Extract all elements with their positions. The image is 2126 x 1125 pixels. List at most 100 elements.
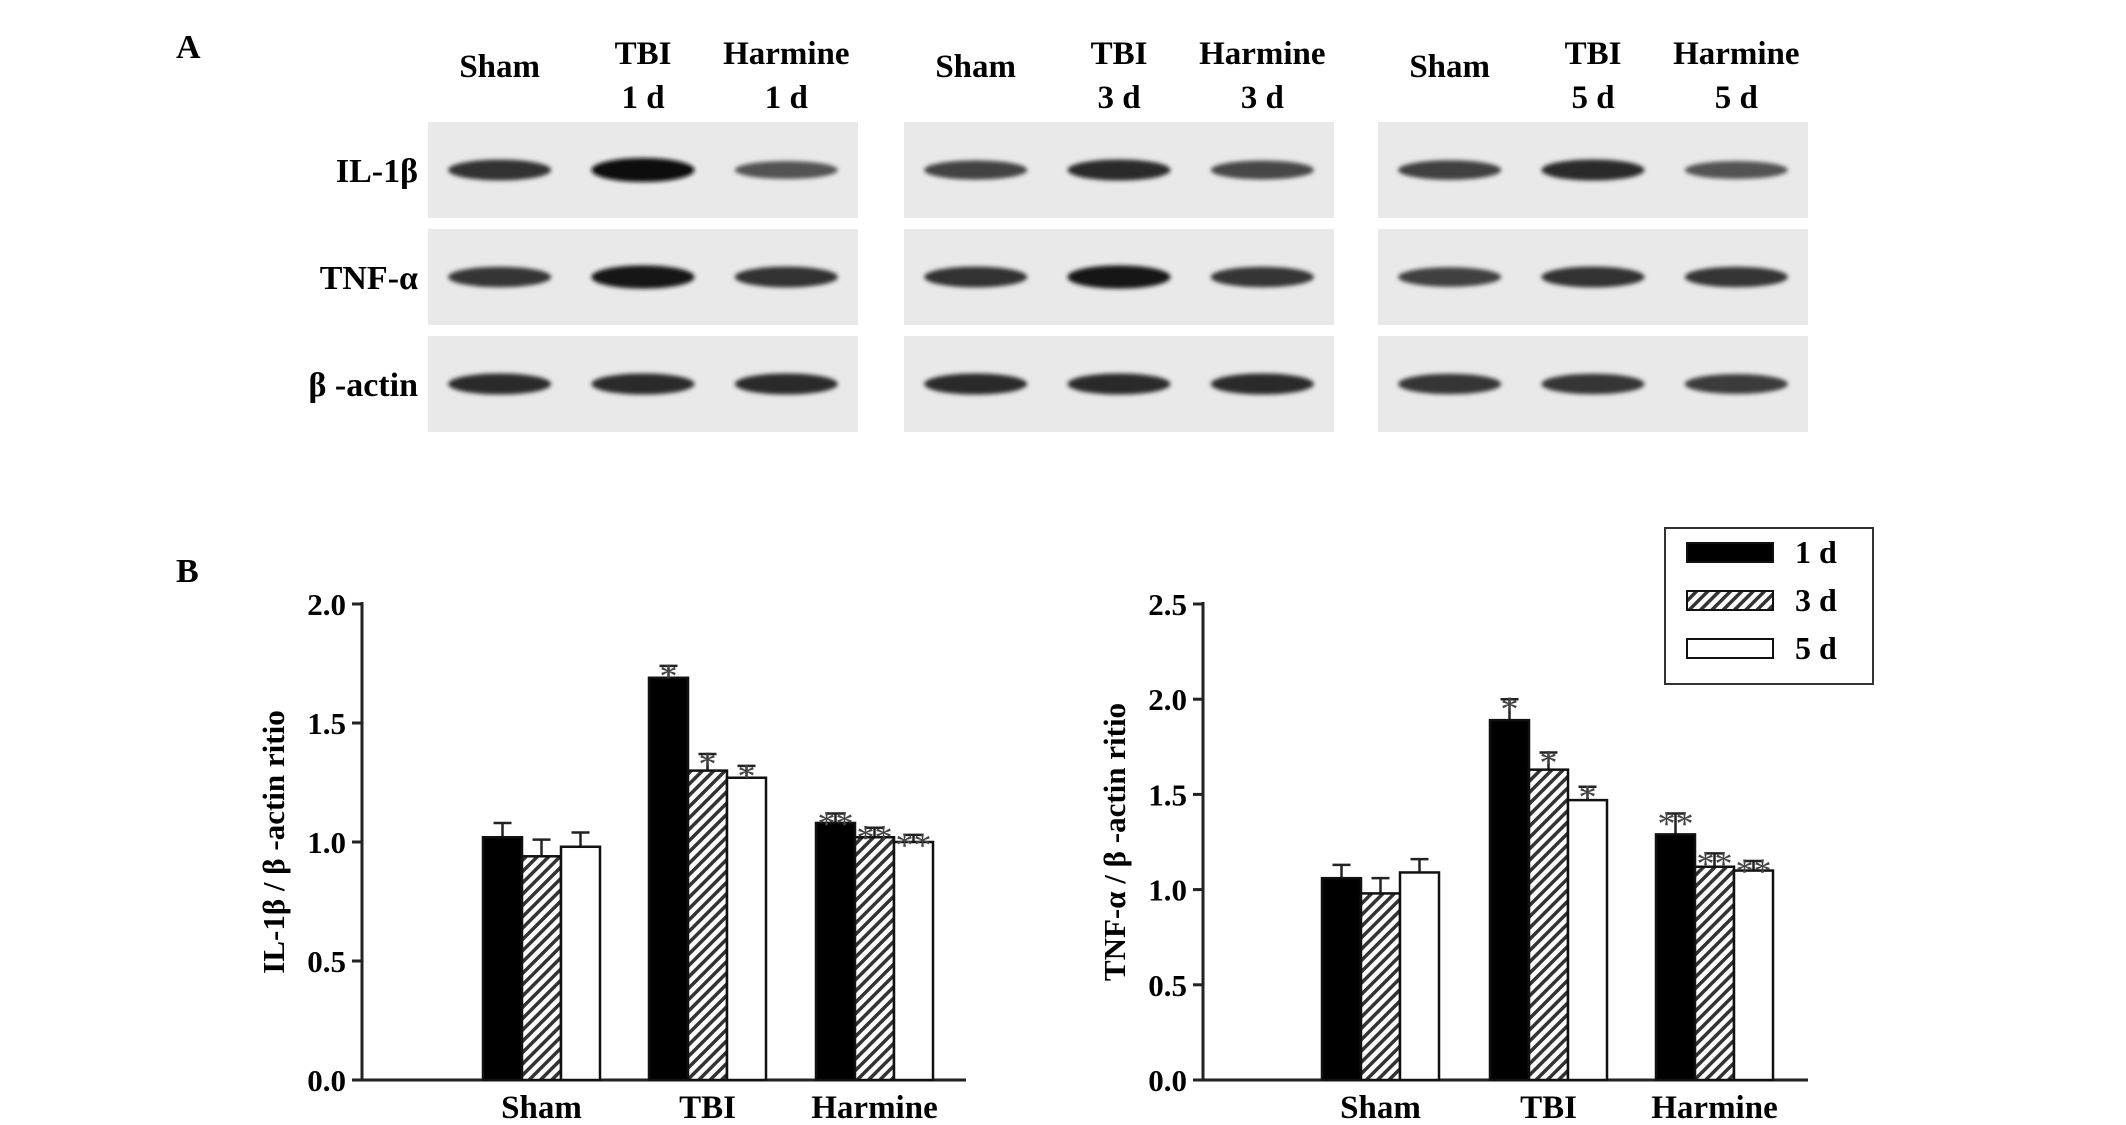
legend-swatch xyxy=(1686,590,1774,611)
blot-column-sublabel: 3 d xyxy=(1097,80,1140,116)
legend-swatch xyxy=(1686,542,1774,563)
significance-marker: ** xyxy=(1697,843,1733,883)
blot-column-sublabel: 1 d xyxy=(621,80,664,116)
blot-band xyxy=(1067,373,1171,395)
panel-a-label: A xyxy=(176,29,201,66)
blot-column-label: Harmine xyxy=(723,36,849,72)
blot-band xyxy=(1210,266,1314,288)
blot-band xyxy=(924,373,1028,395)
significance-marker: * xyxy=(660,656,678,696)
significance-marker: ** xyxy=(818,803,854,843)
x-tick-label: Sham xyxy=(1340,1090,1421,1125)
y-tick-label: 1.0 xyxy=(1148,873,1187,908)
blot-band xyxy=(1067,159,1171,181)
bar xyxy=(853,835,896,1082)
blot-band xyxy=(448,159,552,181)
bar xyxy=(520,855,563,1082)
x-tick-label: Sham xyxy=(501,1090,582,1125)
bar xyxy=(1398,871,1441,1082)
blot-band xyxy=(1541,159,1645,181)
blot-band xyxy=(924,266,1028,288)
blot-band xyxy=(924,160,1028,180)
bar xyxy=(686,769,729,1082)
bar xyxy=(892,840,935,1082)
blot-column-label: TBI xyxy=(1565,36,1622,72)
bar xyxy=(647,676,690,1082)
blot-band xyxy=(734,373,838,395)
blot-band xyxy=(448,266,552,288)
bar xyxy=(1359,892,1402,1082)
legend-label: 3 d xyxy=(1795,582,1837,618)
significance-marker: * xyxy=(1540,743,1558,783)
bar xyxy=(814,821,857,1082)
bar xyxy=(1566,798,1609,1082)
blot-band xyxy=(1398,373,1502,395)
blot-column-sublabel: 3 d xyxy=(1241,80,1284,116)
y-tick-label: 0.0 xyxy=(307,1063,346,1098)
blot-column-label: Harmine xyxy=(1199,36,1325,72)
legend-swatch xyxy=(1686,638,1774,659)
bar xyxy=(1488,718,1531,1082)
blot-column-label: Sham xyxy=(459,49,540,85)
blot-column-label: TBI xyxy=(615,36,672,72)
bar xyxy=(481,835,524,1082)
y-tick-label: 2.0 xyxy=(307,587,346,622)
bar xyxy=(1527,768,1570,1082)
blot-band xyxy=(1210,160,1314,180)
blot-band xyxy=(1684,161,1788,179)
significance-marker: * xyxy=(1501,689,1519,729)
blot-column-sublabel: 5 d xyxy=(1715,80,1758,116)
blot-band xyxy=(1541,373,1645,395)
blot-band xyxy=(1684,266,1788,288)
blot-band xyxy=(591,373,695,395)
tnfa-bar-chart: 0.0 0.5 1.0 1.5 2.0 2.5 TNF-α / β -actin ritio… xyxy=(1097,527,1874,1125)
bar xyxy=(1320,876,1363,1082)
x-tick-label: TBI xyxy=(1520,1090,1577,1125)
blot-band xyxy=(1210,373,1314,395)
y-tick-label: 1.5 xyxy=(1148,777,1187,812)
significance-marker: ** xyxy=(1736,851,1772,891)
bar xyxy=(725,776,768,1082)
il1b-bar-chart: 0.0 0.5 1.0 1.5 2.0 IL-1β / β -actin ritio Sha… xyxy=(256,587,966,1125)
significance-marker: ** xyxy=(896,825,932,865)
blot-column-label: Harmine xyxy=(1673,36,1799,72)
x-tick-label: Harmine xyxy=(1651,1090,1777,1125)
blot-band xyxy=(734,266,838,288)
legend-label: 5 d xyxy=(1795,630,1837,666)
bar xyxy=(1732,869,1775,1082)
blot-band xyxy=(591,265,695,289)
blot-band xyxy=(1398,267,1502,287)
blot-band xyxy=(1541,266,1645,288)
blot-row-label: β -actin xyxy=(308,367,418,404)
western-blot: IL-1β TNF-α β -actin Sham TBI 1 d Harmine 1 d Sh… xyxy=(308,36,1808,432)
y-tick-label: 1.5 xyxy=(307,706,346,741)
significance-marker: * xyxy=(699,744,717,784)
significance-marker: * xyxy=(1579,777,1597,817)
legend-label: 1 d xyxy=(1795,534,1837,570)
y-tick-label: 2.5 xyxy=(1148,587,1187,622)
bar xyxy=(1654,833,1697,1082)
blot-column-label: TBI xyxy=(1091,36,1148,72)
blot-band xyxy=(448,373,552,395)
y-tick-label: 0.5 xyxy=(307,944,346,979)
blot-band xyxy=(734,161,838,179)
bar xyxy=(559,845,602,1082)
blot-column-sublabel: 5 d xyxy=(1571,80,1614,116)
blot-band xyxy=(1398,160,1502,180)
y-tick-label: 0.0 xyxy=(1148,1063,1187,1098)
y-tick-label: 1.0 xyxy=(307,825,346,860)
significance-marker: ** xyxy=(857,818,893,858)
blot-band xyxy=(1067,265,1171,289)
y-axis-label: IL-1β / β -actin ritio xyxy=(256,710,291,973)
significance-marker: ** xyxy=(1658,803,1694,843)
y-tick-label: 2.0 xyxy=(1148,682,1187,717)
blot-row-label: IL-1β xyxy=(336,153,418,190)
y-axis-label: TNF-α / β -actin ritio xyxy=(1097,703,1132,981)
x-tick-label: Harmine xyxy=(811,1090,937,1125)
blot-column-label: Sham xyxy=(1409,49,1490,85)
significance-marker: * xyxy=(738,756,756,796)
panel-b-label: B xyxy=(176,553,199,590)
blot-band xyxy=(591,158,695,182)
x-tick-label: TBI xyxy=(679,1090,736,1125)
blot-column-label: Sham xyxy=(935,49,1016,85)
